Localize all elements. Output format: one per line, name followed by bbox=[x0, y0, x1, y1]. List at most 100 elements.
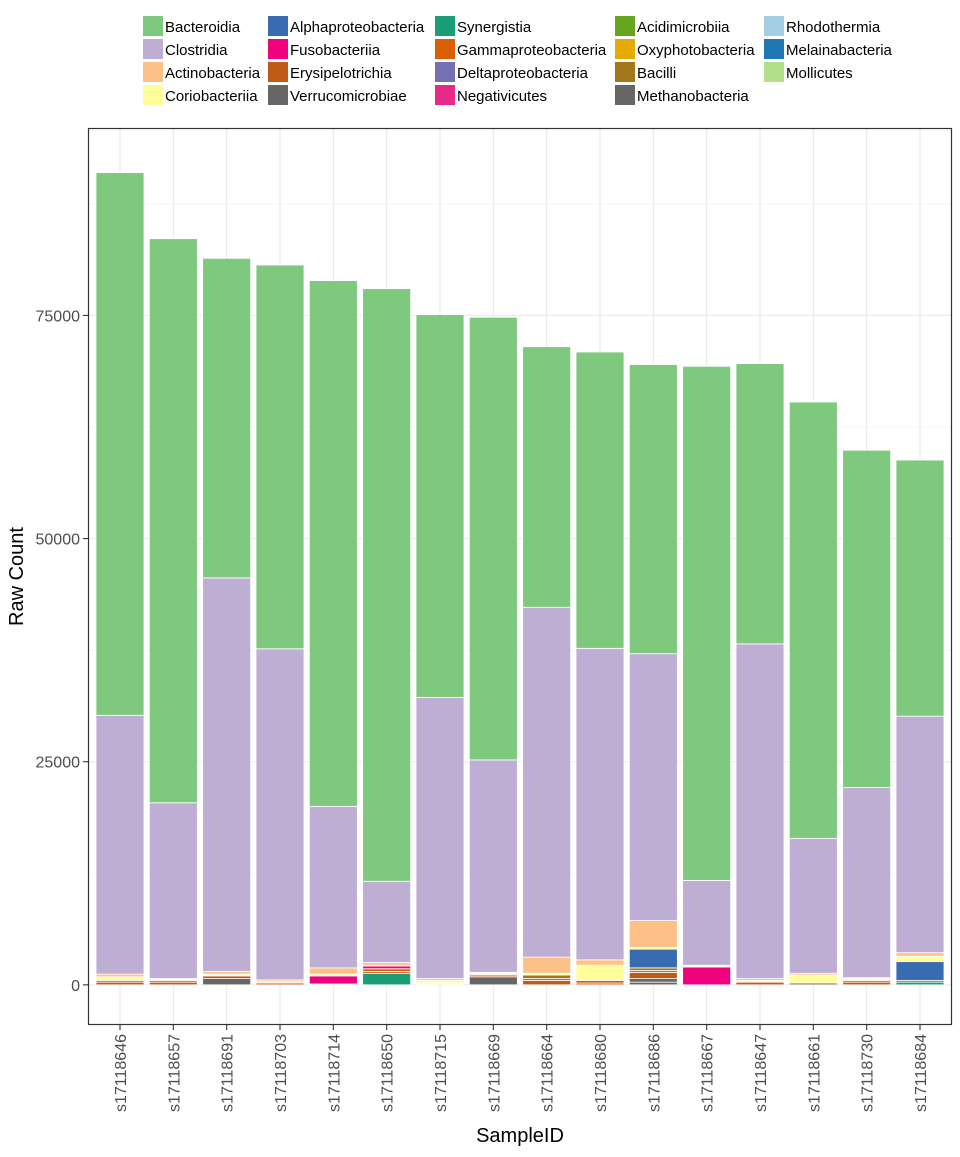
legend-label: Negativicutes bbox=[457, 88, 547, 105]
bar-stack-s17118667 bbox=[682, 365, 732, 986]
bar-segment-actinobacteria bbox=[895, 952, 945, 957]
x-tick-label: s17118646 bbox=[113, 1034, 130, 1112]
bar-segment-actinobacteria bbox=[202, 971, 252, 975]
bar-segment-bacteroidia bbox=[788, 401, 838, 839]
legend-swatch bbox=[615, 62, 635, 82]
legend-item-verrucomicrobiae: Verrucomicrobiae bbox=[268, 85, 407, 105]
bar-segment-clostridia bbox=[788, 838, 838, 974]
bar-stack-s17118684 bbox=[895, 459, 945, 986]
legend-swatch bbox=[435, 85, 455, 105]
legend-label: Deltaproteobacteria bbox=[457, 65, 589, 82]
legend-label: Gammaproteobacteria bbox=[457, 42, 607, 59]
legend-swatch bbox=[268, 62, 288, 82]
bar-segment-clostridia bbox=[468, 759, 518, 973]
legend-label: Fusobacteriia bbox=[290, 42, 381, 59]
bar-segment-erysipelotrichia bbox=[735, 981, 785, 986]
bar-segment-bacteroidia bbox=[842, 449, 892, 788]
legend-label: Oxyphotobacteria bbox=[637, 42, 755, 59]
legend-item-bacilli: Bacilli bbox=[615, 62, 676, 82]
legend-swatch bbox=[615, 85, 635, 105]
legend-item-alphaproteobacteria: Alphaproteobacteria bbox=[268, 16, 425, 36]
bar-segment-clostridia bbox=[575, 647, 625, 961]
legend-label: Coriobacteriia bbox=[165, 88, 258, 105]
x-tick-label: s17118657 bbox=[166, 1034, 183, 1112]
bar-segment-bacteroidia bbox=[308, 280, 358, 807]
bar-segment-coriobacteriia bbox=[575, 964, 625, 981]
legend-swatch bbox=[615, 39, 635, 59]
y-tick-label: 75000 bbox=[36, 308, 81, 325]
bar-segment-bacteroidia bbox=[468, 316, 518, 761]
bar-stack-s17118661 bbox=[788, 401, 838, 986]
legend-swatch bbox=[268, 16, 288, 36]
x-tick-label: s17118703 bbox=[273, 1034, 290, 1112]
bar-segment-bacteroidia bbox=[735, 363, 785, 645]
bar-segment-coriobacteriia bbox=[95, 976, 145, 981]
x-tick-label: s17118680 bbox=[593, 1034, 610, 1112]
bar-segment-clostridia bbox=[895, 715, 945, 954]
bar-segment-bacteroidia bbox=[522, 346, 572, 608]
y-tick-label: 0 bbox=[71, 978, 80, 995]
legend-label: Alphaproteobacteria bbox=[290, 19, 425, 36]
legend-item-melainabacteria: Melainabacteria bbox=[764, 39, 893, 59]
bar-segment-erysipelotrichia bbox=[628, 971, 678, 979]
bar-segment-bacteroidia bbox=[95, 172, 145, 716]
bar-segment-bacilli bbox=[628, 967, 678, 971]
x-tick-label: s17118661 bbox=[806, 1034, 823, 1112]
legend-swatch bbox=[764, 16, 784, 36]
legend-swatch bbox=[143, 16, 163, 36]
plot-panel bbox=[87, 127, 953, 1026]
legend-swatch bbox=[143, 39, 163, 59]
bar-segment-clostridia bbox=[362, 880, 412, 963]
bar-segment-erysipelotrichia bbox=[522, 979, 572, 986]
legend-item-fusobacteriia: Fusobacteriia bbox=[268, 39, 381, 59]
bar-stack-s17118691 bbox=[202, 257, 252, 986]
bar-segment-synergistia bbox=[362, 972, 412, 986]
x-axis-title: SampleID bbox=[476, 1125, 564, 1147]
x-tick-label: s17118669 bbox=[486, 1034, 503, 1112]
bar-stack-s17118680 bbox=[575, 351, 625, 986]
bar-stack-s17118686 bbox=[628, 364, 678, 986]
bar-segment-alphaproteobacteria bbox=[895, 961, 945, 981]
bar-segment-clostridia bbox=[148, 802, 198, 979]
legend-swatch bbox=[435, 62, 455, 82]
legend-label: Acidimicrobiia bbox=[637, 19, 730, 36]
legend-swatch bbox=[143, 85, 163, 105]
legend-label: Actinobacteria bbox=[165, 65, 261, 82]
y-axis-title: Raw Count bbox=[6, 527, 28, 626]
legend-swatch bbox=[268, 39, 288, 59]
bar-segment-fusobacteriia bbox=[308, 975, 358, 985]
bar-segment-bacteroidia bbox=[415, 314, 465, 698]
bar-segment-clostridia bbox=[415, 697, 465, 979]
legend-label: Bacilli bbox=[637, 65, 676, 82]
legend-label: Methanobacteria bbox=[637, 88, 749, 105]
bar-segment-actinobacteria bbox=[575, 959, 625, 966]
bar-segment-actinobacteria bbox=[628, 920, 678, 948]
legend-label: Bacteroidia bbox=[165, 19, 241, 36]
bar-segment-clostridia bbox=[682, 880, 732, 966]
bar-segment-clostridia bbox=[95, 714, 145, 975]
bar-stack-s17118664 bbox=[522, 346, 572, 986]
x-tick-label: s17118686 bbox=[646, 1034, 663, 1112]
bar-segment-bacteroidia bbox=[628, 364, 678, 655]
bar-segment-actinobacteria bbox=[362, 962, 412, 966]
bar-segment-methanobacteria bbox=[628, 981, 678, 986]
legend-item-mollicutes: Mollicutes bbox=[764, 62, 853, 82]
bar-segment-bacteroidia bbox=[148, 238, 198, 804]
bar-segment-clostridia bbox=[308, 805, 358, 969]
legend-swatch bbox=[435, 16, 455, 36]
bar-segment-clostridia bbox=[202, 577, 252, 972]
legend-label: Rhodothermia bbox=[786, 19, 881, 36]
bar-segment-fusobacteriia bbox=[362, 965, 412, 970]
legend-label: Verrucomicrobiae bbox=[290, 88, 407, 105]
bar-stack-s17118669 bbox=[468, 316, 518, 986]
bars bbox=[95, 172, 945, 986]
x-tick-label: s17118730 bbox=[860, 1034, 877, 1112]
bar-stack-s17118650 bbox=[362, 288, 412, 986]
x-tick-label: s17118691 bbox=[220, 1034, 237, 1112]
bar-segment-gammaproteobacteria bbox=[575, 979, 625, 984]
bar-segment-bacteroidia bbox=[575, 351, 625, 649]
bar-segment-clostridia bbox=[735, 643, 785, 979]
y-tick-label: 25000 bbox=[36, 755, 81, 772]
legend-label: Clostridia bbox=[165, 42, 228, 59]
legend-swatch bbox=[764, 39, 784, 59]
